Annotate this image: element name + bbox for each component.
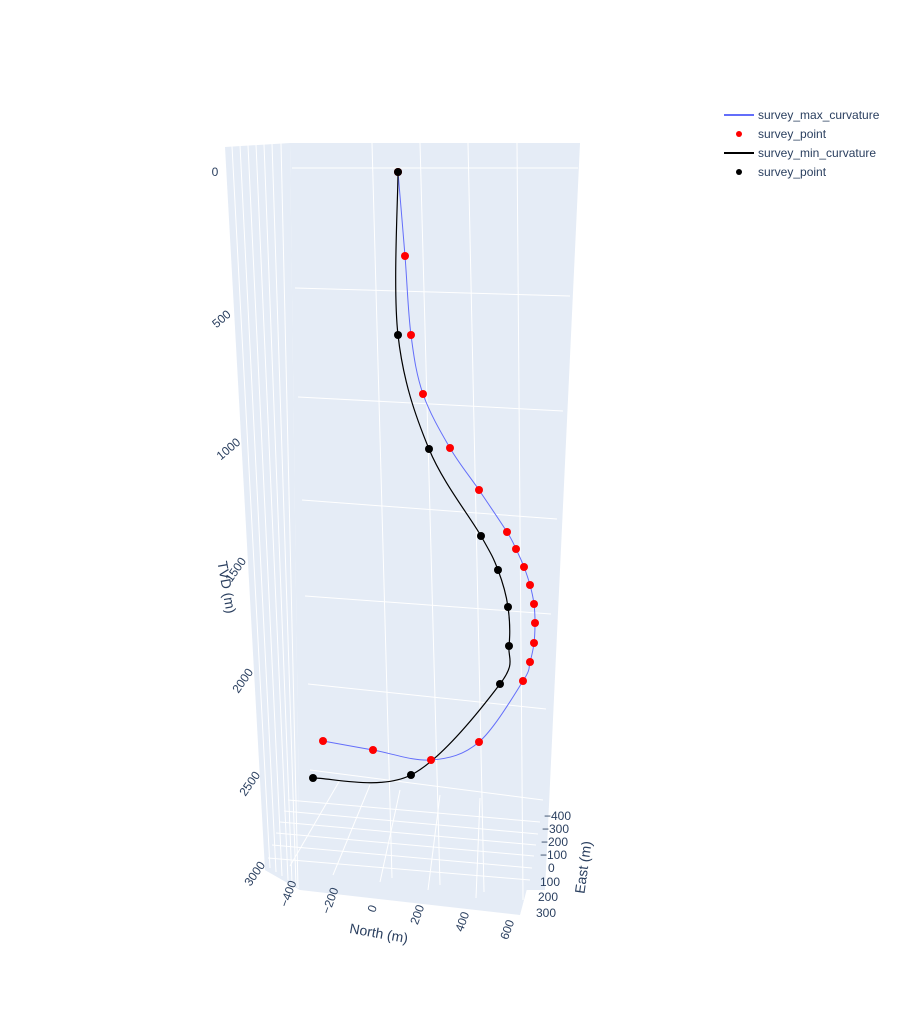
survey-point-min[interactable]: [477, 532, 485, 540]
east-tick-label: −300: [542, 822, 569, 836]
series-layer: [309, 168, 539, 784]
north-tick-label: −400: [277, 878, 300, 908]
survey-point-max[interactable]: [369, 746, 377, 754]
y-axis-title: East (m): [571, 840, 594, 895]
survey-point-max[interactable]: [427, 756, 435, 764]
legend-label: survey_min_curvature: [758, 146, 876, 160]
survey-point-min[interactable]: [394, 168, 402, 176]
survey-point-max[interactable]: [526, 658, 534, 666]
survey-point-max[interactable]: [520, 563, 528, 571]
grid-line: [255, 143, 289, 881]
grid-line: [419, 142, 441, 886]
grid-lines: [231, 142, 578, 901]
survey-point-min[interactable]: [407, 771, 415, 779]
grid-line: [271, 142, 297, 887]
tvd-tick-label: 2000: [229, 665, 256, 695]
legend-item-max-curvature[interactable]: survey_max_curvature: [724, 108, 880, 122]
legend-label: survey_max_curvature: [758, 108, 880, 122]
east-tick-label: 0: [548, 861, 555, 875]
east-tick-label: −200: [541, 835, 568, 849]
left-wall: [225, 143, 300, 890]
floor-wall: [265, 805, 540, 915]
grid-line: [332, 784, 371, 876]
north-tick-label: 0: [365, 903, 381, 914]
tvd-tick-label: 2500: [236, 768, 263, 798]
grid-line: [231, 145, 271, 869]
grid-line: [467, 142, 485, 893]
grid-line: [475, 797, 481, 899]
scene-walls: [225, 143, 580, 915]
survey-point-max[interactable]: [526, 581, 534, 589]
grid-line: [289, 779, 341, 867]
grid-line: [379, 789, 401, 883]
survey-point-min[interactable]: [425, 445, 433, 453]
grid-line: [275, 832, 535, 857]
east-tick-label: 200: [538, 890, 558, 904]
survey-point-max[interactable]: [475, 738, 483, 746]
survey-point-max[interactable]: [530, 600, 538, 608]
grid-line: [307, 683, 547, 710]
grid-line: [309, 769, 544, 801]
grid-line: [287, 799, 541, 823]
survey-point-min[interactable]: [504, 603, 512, 611]
legend-label: survey_point: [758, 165, 827, 179]
survey-point-max[interactable]: [407, 331, 415, 339]
grid-line: [279, 821, 537, 846]
east-tick-label: −100: [540, 848, 567, 862]
grid-line: [239, 144, 277, 873]
survey-point-max[interactable]: [419, 390, 427, 398]
series-line-min-curvature[interactable]: [312, 171, 511, 784]
survey-point-max[interactable]: [319, 737, 327, 745]
legend-item-min-curvature[interactable]: survey_min_curvature: [724, 146, 876, 160]
east-tick-label: 100: [540, 875, 560, 889]
east-tick-label: −400: [544, 809, 571, 823]
legend-item-min-points[interactable]: survey_point: [736, 165, 827, 179]
x-axis-title: North (m): [348, 920, 409, 946]
survey-point-min[interactable]: [394, 331, 402, 339]
survey-point-max[interactable]: [519, 677, 527, 685]
back-wall: [290, 143, 580, 890]
east-tick-label: 300: [536, 906, 556, 920]
survey-point-min[interactable]: [496, 680, 504, 688]
survey-point-max[interactable]: [512, 545, 520, 553]
survey-point-max[interactable]: [401, 252, 409, 260]
legend-item-max-points[interactable]: survey_point: [736, 127, 827, 141]
tvd-tick-label: 0: [212, 165, 219, 179]
north-tick-label: 200: [407, 903, 427, 927]
survey-point-min[interactable]: [309, 774, 317, 782]
legend[interactable]: survey_max_curvature survey_point survey…: [724, 108, 880, 179]
grid-line: [516, 142, 524, 901]
grid-line: [247, 144, 283, 877]
north-tick-label: 600: [497, 918, 517, 942]
grid-line: [294, 287, 571, 297]
grid-line: [267, 857, 531, 881]
survey-point-max[interactable]: [503, 528, 511, 536]
tvd-tick-label: 3000: [241, 858, 268, 888]
grid-line: [283, 810, 539, 835]
tvd-tick-label: 500: [209, 307, 234, 331]
survey-point-max[interactable]: [531, 619, 539, 627]
grid-line: [371, 142, 393, 879]
grid-line: [304, 595, 552, 615]
survey-point-max[interactable]: [530, 639, 538, 647]
grid-line: [263, 143, 293, 884]
tvd-tick-label: 1000: [214, 435, 244, 463]
survey-point-max[interactable]: [446, 444, 454, 452]
grid-line: [280, 142, 299, 889]
legend-label: survey_point: [758, 127, 827, 141]
north-tick-label: 400: [452, 910, 472, 934]
grid-line: [271, 844, 533, 869]
survey-point-max[interactable]: [475, 486, 483, 494]
survey-point-min[interactable]: [505, 642, 513, 650]
grid-line: [427, 794, 441, 891]
legend-marker-swatch: [736, 131, 742, 137]
legend-marker-swatch: [736, 169, 742, 175]
survey-point-min[interactable]: [494, 566, 502, 574]
